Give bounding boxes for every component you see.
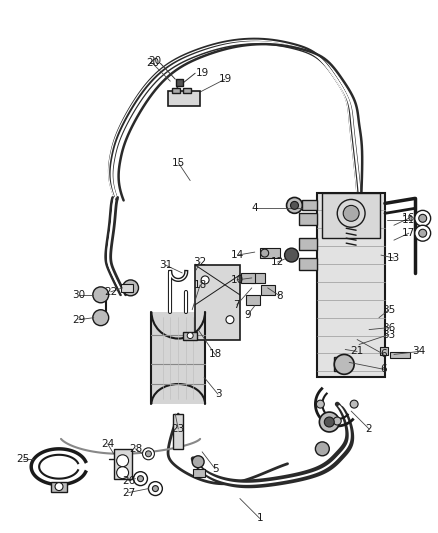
Bar (303, 200, 318, 211)
Circle shape (316, 400, 324, 408)
Text: 35: 35 (382, 305, 396, 314)
Circle shape (337, 199, 365, 227)
Text: 17: 17 (402, 228, 415, 238)
Circle shape (117, 455, 129, 467)
Text: 3: 3 (215, 389, 221, 399)
Polygon shape (152, 312, 205, 404)
Bar (120, 284, 133, 292)
Circle shape (93, 310, 109, 326)
Bar (380, 348, 388, 356)
Circle shape (290, 201, 298, 209)
Bar (193, 469, 205, 477)
Text: 18: 18 (208, 350, 222, 359)
Circle shape (187, 333, 193, 338)
Bar (173, 414, 183, 449)
Bar (300, 238, 318, 250)
Circle shape (315, 442, 329, 456)
Circle shape (226, 316, 234, 324)
Circle shape (117, 467, 129, 479)
Bar (260, 248, 279, 258)
Text: 18: 18 (194, 280, 207, 290)
Text: 10: 10 (230, 275, 244, 285)
Text: 1: 1 (256, 513, 263, 523)
Circle shape (93, 287, 109, 303)
Text: 19: 19 (218, 74, 232, 84)
Text: 33: 33 (382, 329, 396, 340)
Bar (168, 91, 200, 106)
Bar (246, 295, 260, 305)
Bar (195, 265, 240, 340)
Circle shape (333, 417, 341, 425)
Bar (322, 193, 380, 238)
Bar (176, 79, 183, 86)
Text: 19: 19 (196, 68, 209, 78)
Text: 6: 6 (381, 365, 387, 374)
Circle shape (138, 475, 144, 482)
Text: 24: 24 (101, 439, 114, 449)
Text: 30: 30 (72, 290, 85, 300)
Circle shape (145, 451, 152, 457)
Bar (183, 332, 197, 340)
Text: 20: 20 (148, 56, 162, 66)
Circle shape (148, 482, 162, 496)
Circle shape (261, 249, 268, 257)
Circle shape (134, 472, 148, 486)
Circle shape (319, 412, 339, 432)
Text: 29: 29 (72, 314, 85, 325)
Text: 21: 21 (350, 346, 364, 357)
Circle shape (192, 456, 204, 468)
Text: 31: 31 (159, 260, 172, 270)
Bar (334, 358, 344, 372)
Text: 13: 13 (387, 253, 400, 263)
Text: 34: 34 (412, 346, 425, 357)
Bar (318, 193, 385, 377)
Text: 2: 2 (366, 424, 372, 434)
Text: 16: 16 (402, 213, 415, 223)
Circle shape (55, 482, 63, 490)
Text: 20: 20 (146, 58, 159, 68)
Circle shape (324, 417, 334, 427)
Bar (300, 258, 318, 270)
Text: 36: 36 (382, 322, 396, 333)
Circle shape (350, 400, 358, 408)
Text: 22: 22 (104, 287, 117, 297)
Bar (261, 285, 275, 295)
Text: 15: 15 (172, 158, 185, 168)
Bar (114, 449, 131, 479)
Text: 8: 8 (276, 291, 283, 301)
Bar (241, 273, 255, 283)
Text: 4: 4 (251, 204, 258, 213)
Text: 25: 25 (17, 454, 30, 464)
Bar (183, 88, 191, 93)
Text: 6: 6 (381, 350, 387, 359)
Text: 12: 12 (271, 257, 284, 267)
Bar (300, 213, 318, 225)
Circle shape (285, 248, 298, 262)
Text: 23: 23 (172, 424, 185, 434)
Bar (51, 482, 67, 491)
Circle shape (419, 214, 427, 222)
Text: 28: 28 (129, 444, 142, 454)
Circle shape (415, 225, 431, 241)
Circle shape (334, 354, 354, 374)
Circle shape (286, 197, 303, 213)
Text: 14: 14 (231, 250, 244, 260)
Bar (172, 88, 180, 93)
Text: 5: 5 (212, 464, 218, 474)
Circle shape (343, 205, 359, 221)
Text: 26: 26 (122, 475, 135, 486)
Text: 9: 9 (244, 310, 251, 320)
Text: 11: 11 (402, 215, 415, 225)
Circle shape (415, 211, 431, 226)
Circle shape (419, 229, 427, 237)
Text: 7: 7 (233, 300, 240, 310)
Circle shape (142, 448, 155, 460)
Bar (251, 273, 265, 283)
Text: 27: 27 (122, 488, 135, 498)
Circle shape (152, 486, 159, 491)
Circle shape (123, 280, 138, 296)
Circle shape (201, 276, 209, 284)
Bar (390, 352, 410, 358)
Text: 32: 32 (194, 257, 207, 267)
